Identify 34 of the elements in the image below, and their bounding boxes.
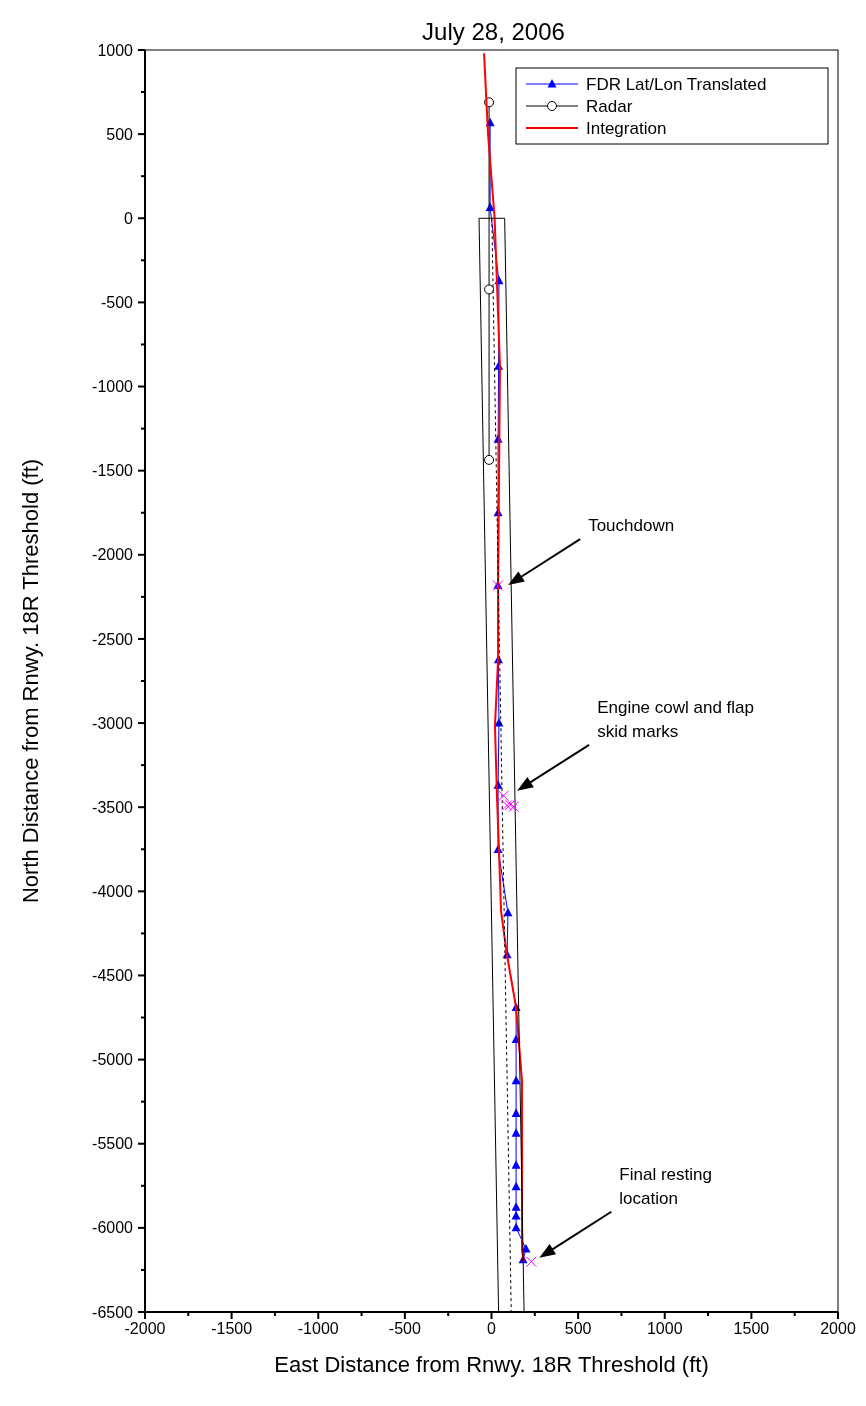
y-tick-label: -3000 xyxy=(92,714,134,732)
legend-label: Integration xyxy=(586,118,667,138)
y-tick-label: -6500 xyxy=(92,1303,134,1321)
x-tick-label: -1500 xyxy=(211,1320,253,1337)
y-tick-label: -1500 xyxy=(92,462,134,480)
annotation: Touchdown xyxy=(588,516,675,536)
y-tick-label: -5000 xyxy=(92,1051,134,1069)
x-tick-label: -2000 xyxy=(124,1320,166,1337)
y-tick-label: 1000 xyxy=(97,41,134,59)
y-tick-label: -500 xyxy=(100,294,134,311)
y-tick-label: -4000 xyxy=(92,882,134,900)
y-axis-title: North Distance from Rnwy. 18R Threshold (ft) xyxy=(18,458,43,904)
x-tick-label: 2000 xyxy=(820,1320,856,1337)
x-tick-label: 0 xyxy=(487,1320,497,1337)
x-tick-label: -500 xyxy=(388,1320,421,1337)
x-tick-label: 1500 xyxy=(733,1320,770,1337)
chart-title: July 28, 2006 xyxy=(422,18,565,45)
y-tick-label: 0 xyxy=(124,209,134,227)
y-tick-label: -2000 xyxy=(92,546,134,564)
x-axis-title: East Distance from Rnwy. 18R Threshold (ft) xyxy=(274,1352,709,1377)
annotation: Final resting location xyxy=(619,1164,712,1208)
y-tick-label: 500 xyxy=(106,125,134,143)
x-tick-label: 500 xyxy=(564,1320,592,1337)
x-tick-label: 1000 xyxy=(646,1320,683,1337)
y-tick-label: -6000 xyxy=(92,1219,134,1237)
y-tick-label: -3500 xyxy=(92,798,134,816)
y-tick-label: -4500 xyxy=(92,967,134,985)
x-tick-label: -1000 xyxy=(297,1320,339,1337)
legend-label: Radar xyxy=(586,96,633,116)
y-tick-label: -2500 xyxy=(92,630,134,648)
legend-label: FDR Lat/Lon Translated xyxy=(586,74,767,94)
y-tick-label: -5500 xyxy=(92,1135,134,1153)
annotation: Engine cowl and flap skid marks xyxy=(597,697,755,741)
y-tick-label: -1000 xyxy=(92,378,134,396)
